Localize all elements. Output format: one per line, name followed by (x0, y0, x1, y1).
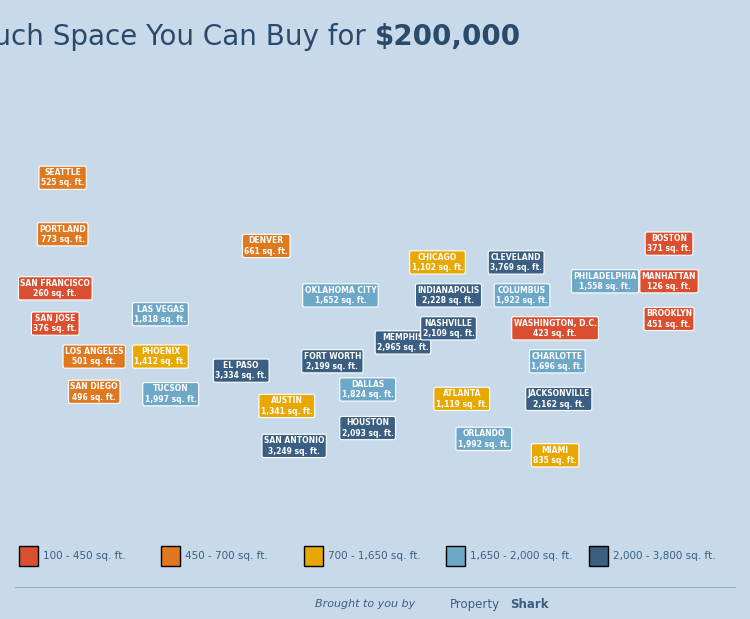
Text: SAN DIEGO
496 sq. ft.: SAN DIEGO 496 sq. ft. (70, 382, 118, 402)
Text: Shark: Shark (510, 597, 548, 611)
Text: CHARLOTTE
1,696 sq. ft.: CHARLOTTE 1,696 sq. ft. (531, 352, 584, 371)
Text: FORT WORTH
2,199 sq. ft.: FORT WORTH 2,199 sq. ft. (304, 352, 361, 371)
Text: PHOENIX
1,412 sq. ft.: PHOENIX 1,412 sq. ft. (134, 347, 186, 366)
Text: ATLANTA
1,119 sq. ft.: ATLANTA 1,119 sq. ft. (436, 389, 488, 409)
Text: Brought to you by: Brought to you by (315, 599, 416, 609)
Text: 700 - 1,650 sq. ft.: 700 - 1,650 sq. ft. (328, 551, 421, 561)
Text: WASHINGTON, D.C.
423 sq. ft.: WASHINGTON, D.C. 423 sq. ft. (514, 319, 596, 338)
Text: AUSTIN
1,341 sq. ft.: AUSTIN 1,341 sq. ft. (261, 396, 313, 415)
Text: CHICAGO
1,102 sq. ft.: CHICAGO 1,102 sq. ft. (412, 253, 464, 272)
FancyBboxPatch shape (589, 546, 608, 566)
Text: 1,650 - 2,000 sq. ft.: 1,650 - 2,000 sq. ft. (470, 551, 573, 561)
Text: 2,000 - 3,800 sq. ft.: 2,000 - 3,800 sq. ft. (613, 551, 716, 561)
Text: Property: Property (450, 597, 500, 611)
Text: MEMPHIS
2,965 sq. ft.: MEMPHIS 2,965 sq. ft. (377, 333, 429, 352)
Text: 100 - 450 sq. ft.: 100 - 450 sq. ft. (43, 551, 125, 561)
Text: EL PASO
3,334 sq. ft.: EL PASO 3,334 sq. ft. (215, 361, 267, 380)
Text: SAN ANTONIO
3,249 sq. ft.: SAN ANTONIO 3,249 sq. ft. (264, 436, 325, 456)
Text: How Much Space You Can Buy for: How Much Space You Can Buy for (0, 23, 375, 51)
Text: BOSTON
371 sq. ft.: BOSTON 371 sq. ft. (647, 234, 691, 253)
FancyBboxPatch shape (446, 546, 465, 566)
Text: MANHATTAN
126 sq. ft.: MANHATTAN 126 sq. ft. (642, 272, 696, 291)
FancyBboxPatch shape (304, 546, 322, 566)
Text: DALLAS
1,824 sq. ft.: DALLAS 1,824 sq. ft. (342, 380, 394, 399)
Text: INDIANAPOLIS
2,228 sq. ft.: INDIANAPOLIS 2,228 sq. ft. (417, 286, 480, 305)
Text: DENVER
661 sq. ft.: DENVER 661 sq. ft. (244, 236, 288, 256)
Text: TUCSON
1,997 sq. ft.: TUCSON 1,997 sq. ft. (145, 384, 196, 404)
Text: LAS VEGAS
1,818 sq. ft.: LAS VEGAS 1,818 sq. ft. (134, 305, 187, 324)
Text: MIAMI
835 sq. ft.: MIAMI 835 sq. ft. (533, 446, 577, 465)
Text: SAN JOSE
376 sq. ft.: SAN JOSE 376 sq. ft. (33, 314, 77, 333)
Text: COLUMBUS
1,922 sq. ft.: COLUMBUS 1,922 sq. ft. (496, 286, 548, 305)
FancyBboxPatch shape (19, 546, 38, 566)
Text: LOS ANGELES
501 sq. ft.: LOS ANGELES 501 sq. ft. (65, 347, 124, 366)
Text: JACKSONVILLE
2,162 sq. ft.: JACKSONVILLE 2,162 sq. ft. (527, 389, 590, 409)
Text: OKLAHOMA CITY
1,652 sq. ft.: OKLAHOMA CITY 1,652 sq. ft. (304, 286, 376, 305)
Text: ORLANDO
1,992 sq. ft.: ORLANDO 1,992 sq. ft. (458, 429, 510, 449)
Text: SAN FRANCISCO
260 sq. ft.: SAN FRANCISCO 260 sq. ft. (20, 279, 90, 298)
Text: 450 - 700 sq. ft.: 450 - 700 sq. ft. (185, 551, 268, 561)
Text: PORTLAND
773 sq. ft.: PORTLAND 773 sq. ft. (39, 225, 86, 244)
Text: CLEVELAND
3,769 sq. ft.: CLEVELAND 3,769 sq. ft. (490, 253, 542, 272)
Text: HOUSTON
2,093 sq. ft.: HOUSTON 2,093 sq. ft. (342, 418, 394, 438)
Text: SEATTLE
525 sq. ft.: SEATTLE 525 sq. ft. (40, 168, 84, 188)
Text: $200,000: $200,000 (375, 23, 521, 51)
FancyBboxPatch shape (161, 546, 180, 566)
Text: NASHVILLE
2,109 sq. ft.: NASHVILLE 2,109 sq. ft. (422, 319, 475, 338)
Text: PHILADELPHIA
1,558 sq. ft.: PHILADELPHIA 1,558 sq. ft. (573, 272, 637, 291)
Text: BROOKLYN
451 sq. ft.: BROOKLYN 451 sq. ft. (646, 310, 692, 329)
